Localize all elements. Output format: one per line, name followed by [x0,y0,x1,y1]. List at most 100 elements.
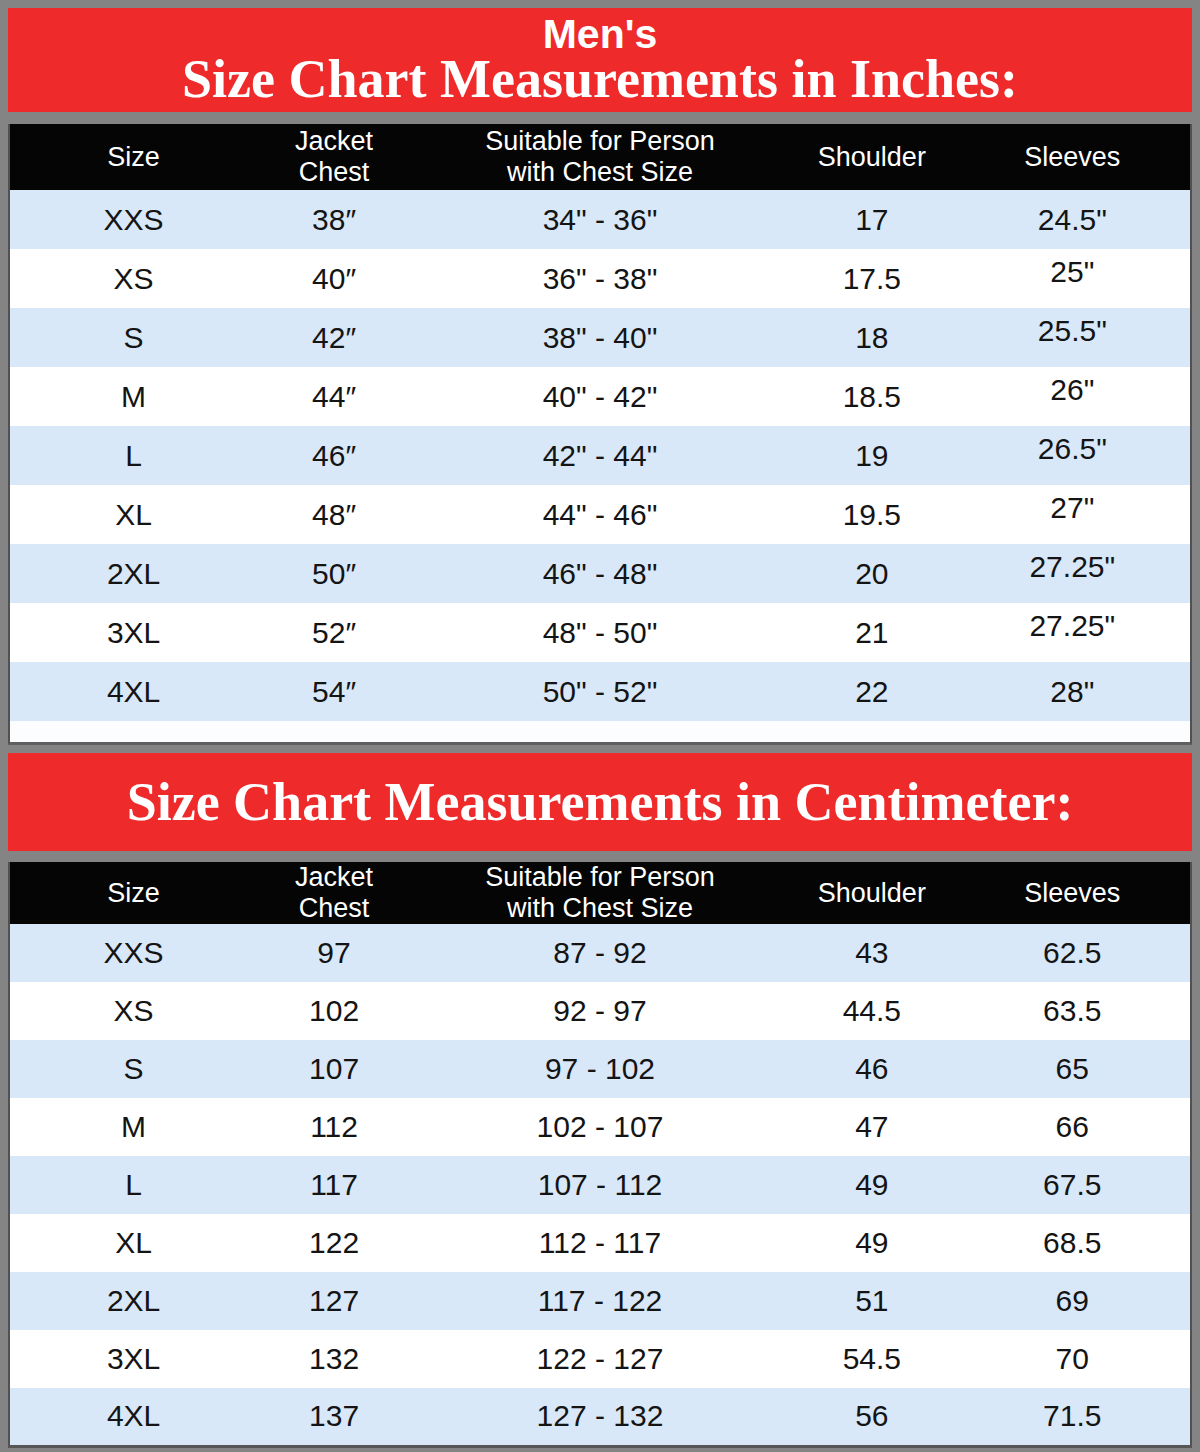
table-cell: 51 [789,1272,954,1330]
table-cell: 137 [257,1388,411,1446]
table-cell: 27.25" [955,537,1191,596]
column-header: Jacket Chest [257,862,411,924]
table-cell: 3XL [9,1330,257,1388]
inches-banner-title: Size Chart Measurements in Inches: [182,53,1018,105]
table-cell: 42" - 44" [411,426,789,485]
table-row: S10797 - 1024665 [9,1040,1191,1098]
table-cell: S [9,308,257,367]
inches-table-body: XXS38″34" - 36"1724.5"XS40″36" - 38"17.5… [9,190,1191,721]
table-cell: XS [9,249,257,308]
table-cell: 36" - 38" [411,249,789,308]
table-row: XXS9787 - 924362.5 [9,924,1191,982]
table-cell: 127 - 132 [411,1388,789,1446]
table-cell: 132 [257,1330,411,1388]
table-row: M44″40" - 42"18.526" [9,367,1191,426]
table-cell: 25" [955,242,1191,301]
table-cell: 107 [257,1040,411,1098]
table-cell: 18.5 [789,367,954,426]
table-cell: 102 - 107 [411,1098,789,1156]
table-cell: 70 [955,1330,1191,1388]
table-row: XS40″36" - 38"17.525" [9,249,1191,308]
table-row: L46″42" - 44"1926.5" [9,426,1191,485]
table-cell: 38″ [257,190,411,249]
table-cell: 38" - 40" [411,308,789,367]
table-cell: 19 [789,426,954,485]
table-cell: 62.5 [955,924,1191,982]
table-cell: 46 [789,1040,954,1098]
table-row: 3XL132122 - 12754.570 [9,1330,1191,1388]
column-header: Jacket Chest [257,124,411,190]
table-cell: 19.5 [789,485,954,544]
table-cell: 97 [257,924,411,982]
table-cell: 4XL [9,662,257,721]
table-cell: XL [9,1214,257,1272]
table-cell: 48" - 50" [411,603,789,662]
table-cell: 17 [789,190,954,249]
table-cell: 50" - 52" [411,662,789,721]
inches-banner-overtitle: Men's [543,16,658,53]
table-cell: 26.5" [955,419,1191,478]
table-cell: 122 [257,1214,411,1272]
inches-table-footer-strip [8,721,1192,745]
cm-banner: Size Chart Measurements in Centimeter: [8,753,1192,851]
table-cell: 56 [789,1388,954,1446]
table-cell: 117 [257,1156,411,1214]
table-row: XXS38″34" - 36"1724.5" [9,190,1191,249]
table-cell: 49 [789,1156,954,1214]
table-cell: 44.5 [789,982,954,1040]
column-header: Suitable for Person with Chest Size [411,862,789,924]
table-cell: 40″ [257,249,411,308]
table-cell: L [9,1156,257,1214]
table-cell: 47 [789,1098,954,1156]
table-cell: 97 - 102 [411,1040,789,1098]
cm-table-body: XXS9787 - 924362.5XS10292 - 9744.563.5S1… [9,924,1191,1446]
table-cell: 43 [789,924,954,982]
table-cell: XXS [9,924,257,982]
header-row: SizeJacket ChestSuitable for Person with… [9,862,1191,924]
table-cell: 26" [955,360,1191,419]
table-row: S42″38" - 40"1825.5" [9,308,1191,367]
inches-section: Men's Size Chart Measurements in Inches:… [8,8,1192,745]
table-cell: 69 [955,1272,1191,1330]
table-cell: 44″ [257,367,411,426]
column-header: Sleeves [955,862,1191,924]
table-cell: M [9,1098,257,1156]
table-row: 2XL127117 - 1225169 [9,1272,1191,1330]
table-cell: 18 [789,308,954,367]
table-row: 3XL52″48" - 50"2127.25" [9,603,1191,662]
table-row: 2XL50″46" - 48"2027.25" [9,544,1191,603]
table-row: XS10292 - 9744.563.5 [9,982,1191,1040]
table-cell: 127 [257,1272,411,1330]
table-cell: 17.5 [789,249,954,308]
table-cell: 67.5 [955,1156,1191,1214]
table-cell: 112 - 117 [411,1214,789,1272]
column-header: Size [9,862,257,924]
table-cell: 66 [955,1098,1191,1156]
size-chart-page: Men's Size Chart Measurements in Inches:… [0,0,1200,1448]
table-cell: 63.5 [955,982,1191,1040]
table-cell: 2XL [9,1272,257,1330]
table-row: XL48″44" - 46"19.527" [9,485,1191,544]
column-header: Shoulder [789,124,954,190]
table-cell: 22 [789,662,954,721]
table-cell: XS [9,982,257,1040]
table-row: 4XL137127 - 1325671.5 [9,1388,1191,1446]
table-cell: 112 [257,1098,411,1156]
cm-section: Size Chart Measurements in Centimeter: S… [8,753,1192,1448]
column-header: Size [9,124,257,190]
table-cell: 25.5" [955,301,1191,360]
table-cell: 54.5 [789,1330,954,1388]
inches-table-header: SizeJacket ChestSuitable for Person with… [9,124,1191,190]
column-header: Suitable for Person with Chest Size [411,124,789,190]
table-cell: L [9,426,257,485]
table-cell: 102 [257,982,411,1040]
table-cell: 87 - 92 [411,924,789,982]
table-cell: 27" [955,478,1191,537]
table-cell: 28" [955,662,1191,721]
table-cell: 68.5 [955,1214,1191,1272]
table-cell: 24.5" [955,190,1191,249]
table-cell: 21 [789,603,954,662]
table-cell: 71.5 [955,1388,1191,1446]
column-header: Sleeves [955,124,1191,190]
inches-banner: Men's Size Chart Measurements in Inches: [8,8,1192,112]
